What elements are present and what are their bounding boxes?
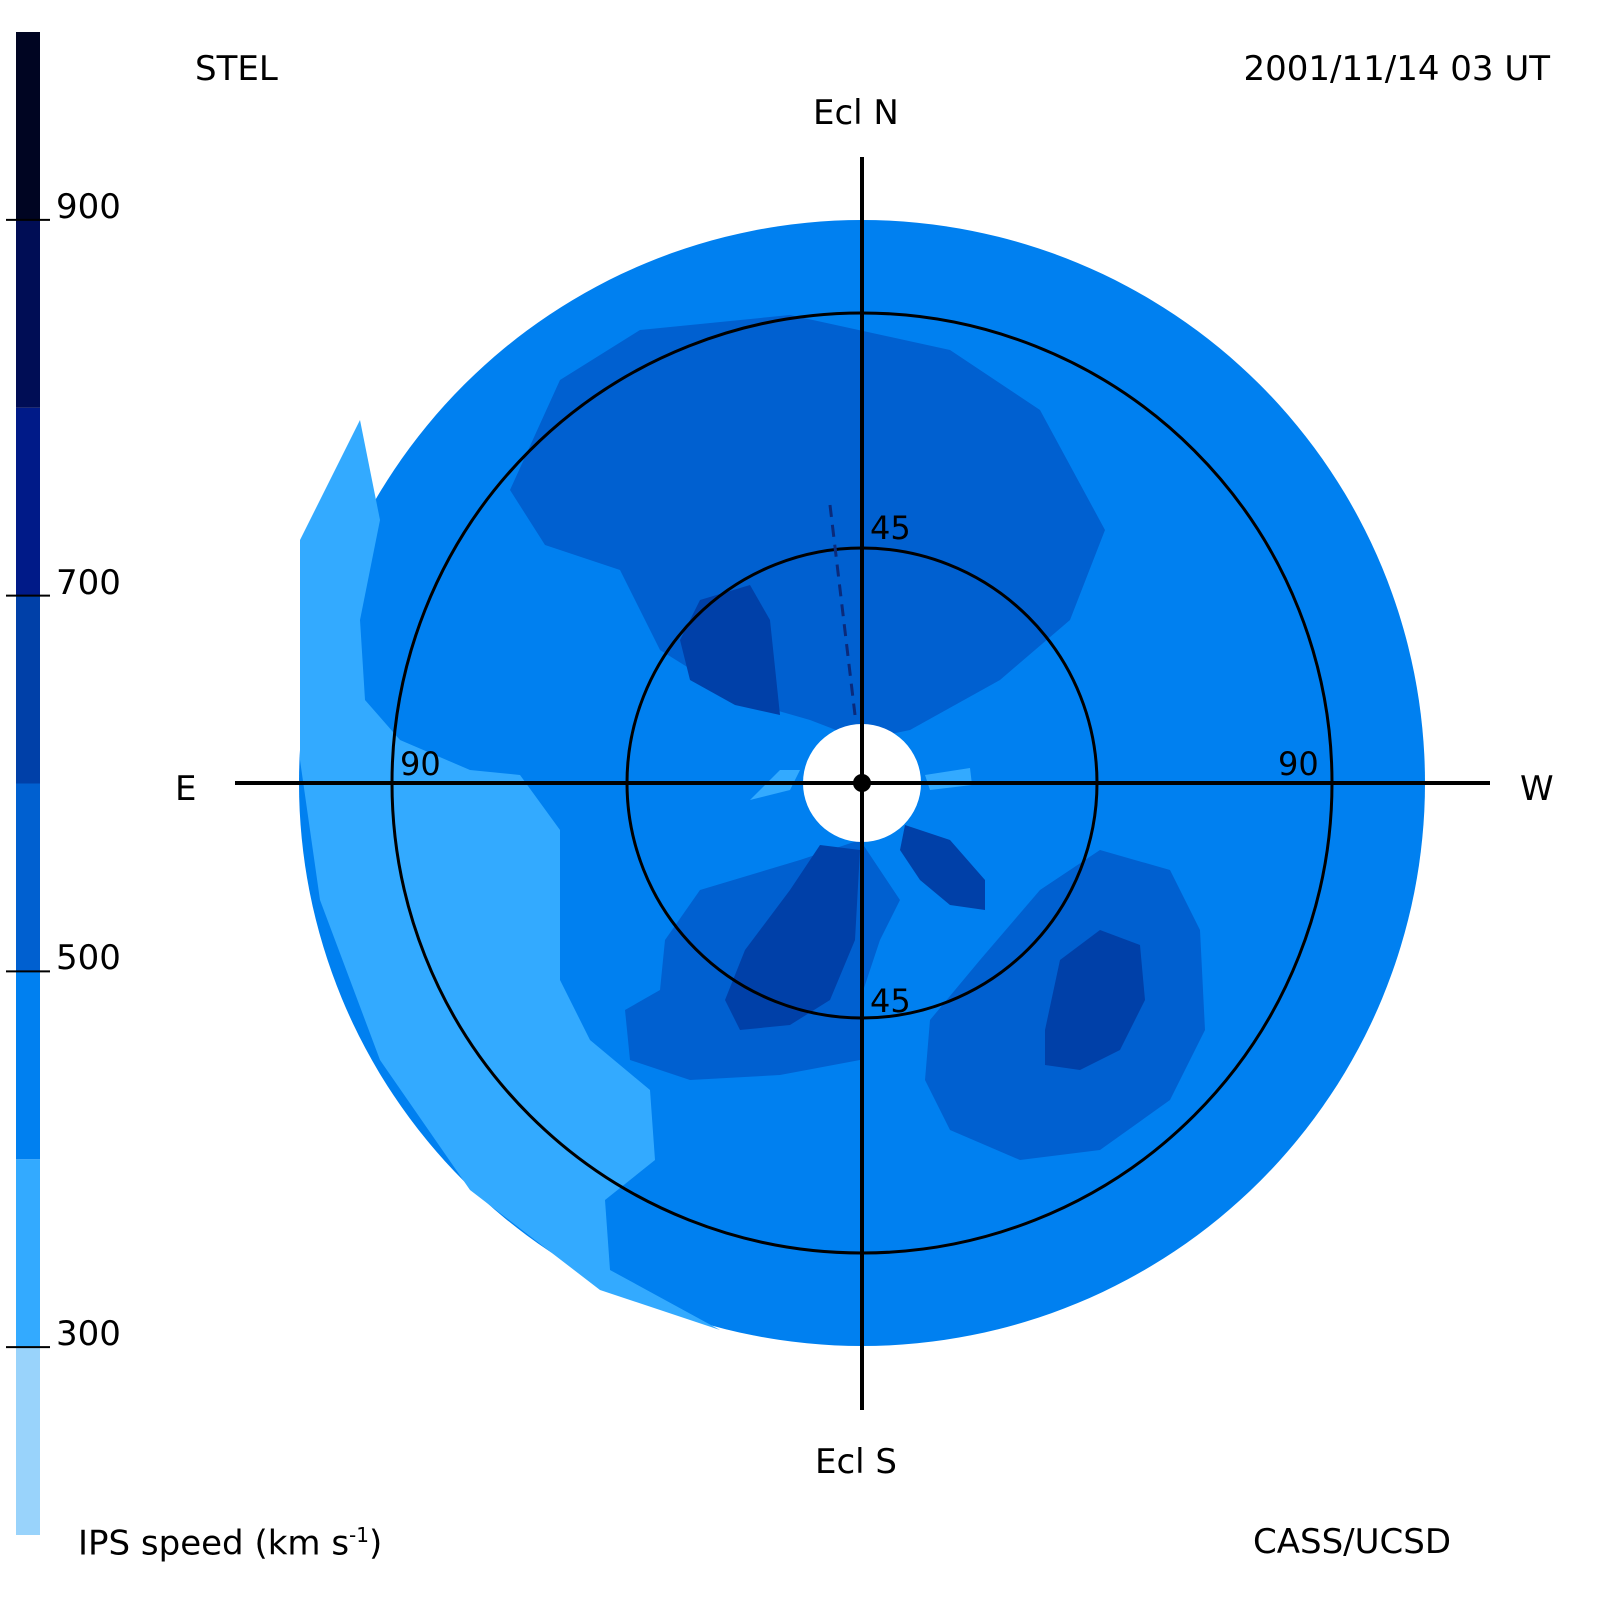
station-label: STEL xyxy=(195,49,278,89)
grid-overlay xyxy=(235,157,1490,1410)
credit-label: CASS/UCSD xyxy=(1253,1522,1452,1562)
ring-label-outer-left: 90 xyxy=(400,745,441,783)
colorbar-tick-label: 500 xyxy=(56,938,121,979)
north-east-core-region xyxy=(680,585,780,715)
colorbar-level-300 xyxy=(16,1159,40,1348)
west-direction-label: W xyxy=(1520,769,1554,809)
east-direction-label: E xyxy=(175,769,197,809)
ring-label-inner-bottom: 45 xyxy=(870,982,911,1020)
colorbar-title: IPS speed (km s-1) xyxy=(78,1525,382,1560)
colorbar-tick-label: 700 xyxy=(56,562,121,603)
ring-label-outer-right: 90 xyxy=(1278,745,1319,783)
colorbar xyxy=(6,32,50,1535)
light-band-region xyxy=(300,420,720,1330)
colorbar-title-close: ) xyxy=(369,1523,383,1564)
south-core-region xyxy=(725,845,860,1030)
north-direction-label: Ecl N xyxy=(813,93,899,133)
inner-west-core-region xyxy=(900,825,985,910)
colorbar-level-400 xyxy=(16,971,40,1160)
ring-label-inner-top: 45 xyxy=(870,509,911,547)
colorbar-level-600 xyxy=(16,595,40,784)
colorbar-level-200 xyxy=(16,1347,40,1535)
colorbar-level-800 xyxy=(16,219,40,408)
colorbar-level-700 xyxy=(16,407,40,596)
timestamp-label: 2001/11/14 03 UT xyxy=(1243,49,1551,89)
colorbar-level-500 xyxy=(16,783,40,972)
south-direction-label: Ecl S xyxy=(815,1442,898,1482)
dashed-track xyxy=(828,504,857,716)
colorbar-title-text: IPS speed (km s xyxy=(78,1523,350,1564)
colorbar-tick-label: 900 xyxy=(56,186,121,227)
north-lobe-region xyxy=(510,315,1105,740)
colorbar-title-exponent: -1 xyxy=(349,1523,369,1547)
colorbar-tick-label: 300 xyxy=(56,1314,121,1355)
colorbar-level-900 xyxy=(16,32,40,220)
south-west-core-region xyxy=(1045,930,1145,1070)
